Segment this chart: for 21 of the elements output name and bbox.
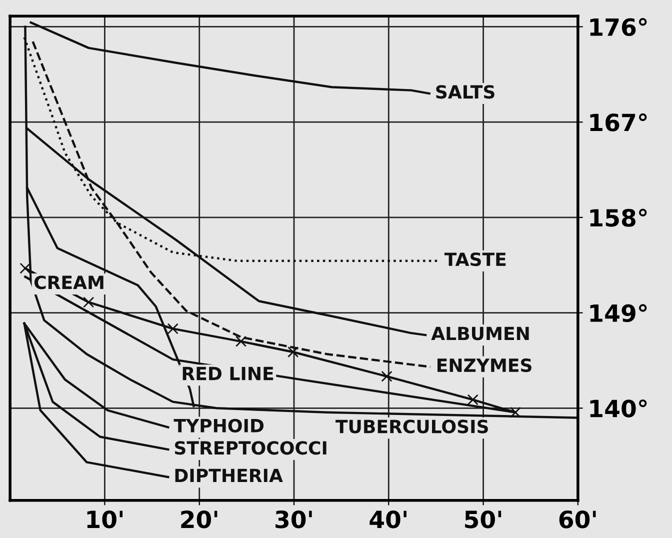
annotation: TYPHOID [174, 418, 264, 432]
annotation: ENZYMES [437, 358, 532, 372]
y-tick-label: 140° [590, 399, 647, 418]
x-tick-label: 40' [370, 510, 406, 528]
x-tick-label: 50' [465, 510, 502, 528]
x-tick-label: 30' [276, 510, 312, 528]
annotation: STREPTOCOCCI [174, 441, 326, 455]
x-tick-label: 20' [181, 510, 218, 528]
y-tick-label: 149° [590, 304, 647, 322]
annotation: CREAM [34, 276, 104, 290]
annotation: TASTE [444, 252, 506, 266]
annotation: RED LINE [182, 366, 274, 380]
y-tick-label: 176° [590, 18, 647, 36]
y-tick-label: 167° [590, 113, 647, 132]
y-tick-label: 158° [590, 208, 647, 227]
x-tick-label: 60' [559, 510, 596, 528]
annotation: ALBUMEN [431, 326, 529, 340]
x-tick-label: 10' [87, 510, 123, 528]
annotation: DIPTHERIA [175, 468, 283, 482]
annotation: SALTS [436, 85, 494, 99]
annotation: TUBERCULOSIS [336, 420, 488, 434]
